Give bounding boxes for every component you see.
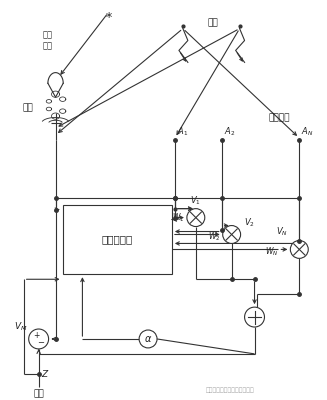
Circle shape bbox=[223, 226, 241, 244]
Circle shape bbox=[187, 209, 205, 226]
Text: 干扰: 干扰 bbox=[207, 19, 218, 28]
Circle shape bbox=[29, 329, 49, 349]
Text: 自适应系统: 自适应系统 bbox=[102, 234, 133, 244]
Text: 新体制合成孔径雷达对抗技术: 新体制合成孔径雷达对抗技术 bbox=[205, 388, 254, 394]
Text: $V_2$: $V_2$ bbox=[244, 216, 254, 228]
Circle shape bbox=[290, 240, 308, 258]
Text: $V_1$: $V_1$ bbox=[190, 194, 201, 207]
Text: 副瓣: 副瓣 bbox=[22, 104, 33, 113]
Text: *: * bbox=[105, 11, 112, 24]
Text: 辅助阵列: 辅助阵列 bbox=[269, 114, 290, 122]
Text: +: + bbox=[33, 332, 39, 340]
Text: 目标
信号: 目标 信号 bbox=[43, 30, 53, 50]
Text: $Z$: $Z$ bbox=[41, 368, 49, 379]
Circle shape bbox=[139, 330, 157, 348]
Text: $V_N$: $V_N$ bbox=[276, 226, 288, 238]
Text: $W_N$: $W_N$ bbox=[266, 245, 279, 258]
Bar bbox=[62, 205, 172, 274]
Circle shape bbox=[245, 307, 265, 327]
Text: $V_M$: $V_M$ bbox=[14, 321, 27, 333]
Text: $W_2$: $W_2$ bbox=[208, 230, 221, 243]
Text: $W_1$: $W_1$ bbox=[172, 211, 185, 224]
Text: 输出: 输出 bbox=[33, 389, 44, 398]
Text: $A_N$: $A_N$ bbox=[301, 126, 314, 138]
Text: $A_1$: $A_1$ bbox=[177, 126, 188, 138]
Text: −: − bbox=[37, 338, 44, 347]
Text: α: α bbox=[145, 334, 151, 344]
Text: $A_2$: $A_2$ bbox=[224, 126, 235, 138]
